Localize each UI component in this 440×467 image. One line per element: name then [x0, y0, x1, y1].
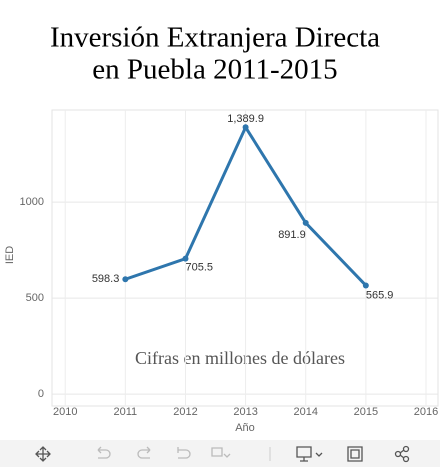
x-tick-label: 2012 — [173, 406, 197, 418]
value-label: 565.9 — [366, 289, 394, 301]
y-tick-label: 1000 — [20, 196, 44, 208]
x-tick-label: 2010 — [53, 406, 77, 418]
point — [122, 276, 129, 283]
toolbar-bg — [0, 440, 440, 467]
point — [182, 255, 189, 262]
point — [362, 282, 369, 289]
undo-icon[interactable] — [97, 446, 111, 459]
download-icon[interactable] — [296, 446, 323, 462]
redo-icon[interactable] — [137, 446, 151, 459]
revert-icon[interactable] — [177, 447, 191, 459]
x-tick-label: 2014 — [293, 406, 317, 418]
y-tick-label: 0 — [38, 388, 44, 400]
x-tick-label: 2015 — [354, 406, 378, 418]
x-tick-label: 2013 — [233, 406, 257, 418]
value-label: 891.9 — [278, 229, 306, 241]
y-tick-label: 500 — [26, 292, 44, 304]
toolbar — [0, 440, 440, 467]
chart-title: Inversión Extranjera Directa — [50, 22, 380, 54]
point — [242, 124, 249, 131]
annotation: Cifras en millones de dólares — [135, 348, 345, 368]
pause-icon[interactable] — [211, 447, 231, 458]
value-label: 705.5 — [185, 262, 213, 274]
share-icon[interactable] — [394, 445, 410, 463]
x-tick-label: 2011 — [114, 406, 138, 418]
x-tick-label: 2016 — [414, 406, 438, 418]
x-axis-label: Año — [235, 422, 255, 434]
fullscreen-icon[interactable] — [347, 446, 363, 462]
y-axis-label: IED — [4, 246, 16, 264]
plot-area — [51, 109, 439, 407]
value-label: 1,389.9 — [227, 113, 264, 125]
chart-subtitle: en Puebla 2011-2015 — [92, 54, 337, 86]
move-icon[interactable] — [35, 446, 51, 462]
point — [302, 219, 309, 226]
value-label: 598.3 — [92, 273, 120, 285]
